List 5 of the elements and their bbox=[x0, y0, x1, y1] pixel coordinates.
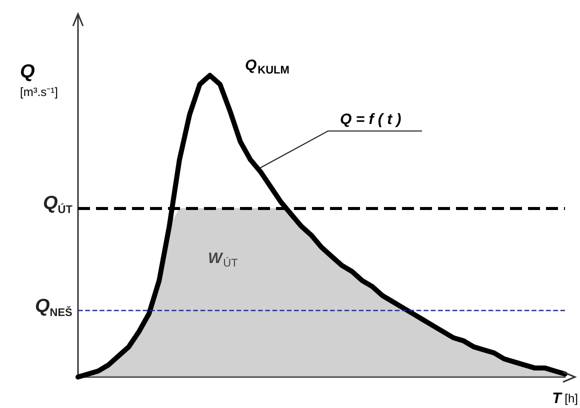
ref-line-label: Q$_{ÚT}$ bbox=[43, 193, 72, 216]
y-axis-title: Q [m³.s⁻¹] bbox=[20, 62, 58, 99]
annotation: Q = f ( t ) bbox=[340, 111, 402, 128]
x-axis-title: T [h] bbox=[552, 390, 578, 407]
ref-line-label: Q$_{NEŠ}$ bbox=[35, 296, 72, 319]
